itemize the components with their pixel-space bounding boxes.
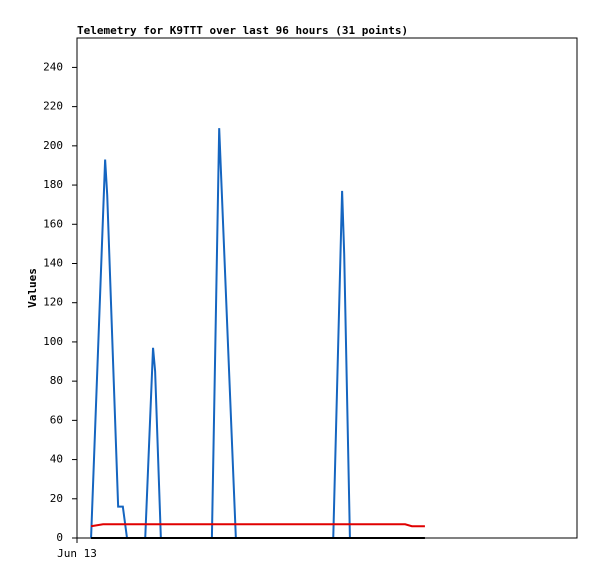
data-line — [90, 128, 351, 539]
chart-title: Telemetry for K9TTT over last 96 hours (… — [77, 24, 408, 37]
y-tick-label: 60 — [50, 413, 63, 426]
y-tick-label: 0 — [56, 531, 63, 544]
y-tick-label: 200 — [43, 139, 63, 152]
y-tick-label: 160 — [43, 217, 63, 230]
x-tick-label: Jun 13 — [57, 547, 97, 560]
plot-frame — [76, 37, 578, 539]
y-tick-label: 100 — [43, 335, 63, 348]
y-tick-label: 140 — [43, 256, 63, 269]
y-axis-label: Values — [26, 268, 39, 308]
y-tick-label: 240 — [43, 60, 63, 73]
y-tick-label: 40 — [50, 453, 63, 466]
data-line — [90, 523, 425, 528]
y-tick-label: 220 — [43, 100, 63, 113]
y-tick-label: 120 — [43, 296, 63, 309]
y-tick-label: 180 — [43, 178, 63, 191]
y-tick-label: 80 — [50, 374, 63, 387]
y-tick-label: 20 — [50, 492, 63, 505]
